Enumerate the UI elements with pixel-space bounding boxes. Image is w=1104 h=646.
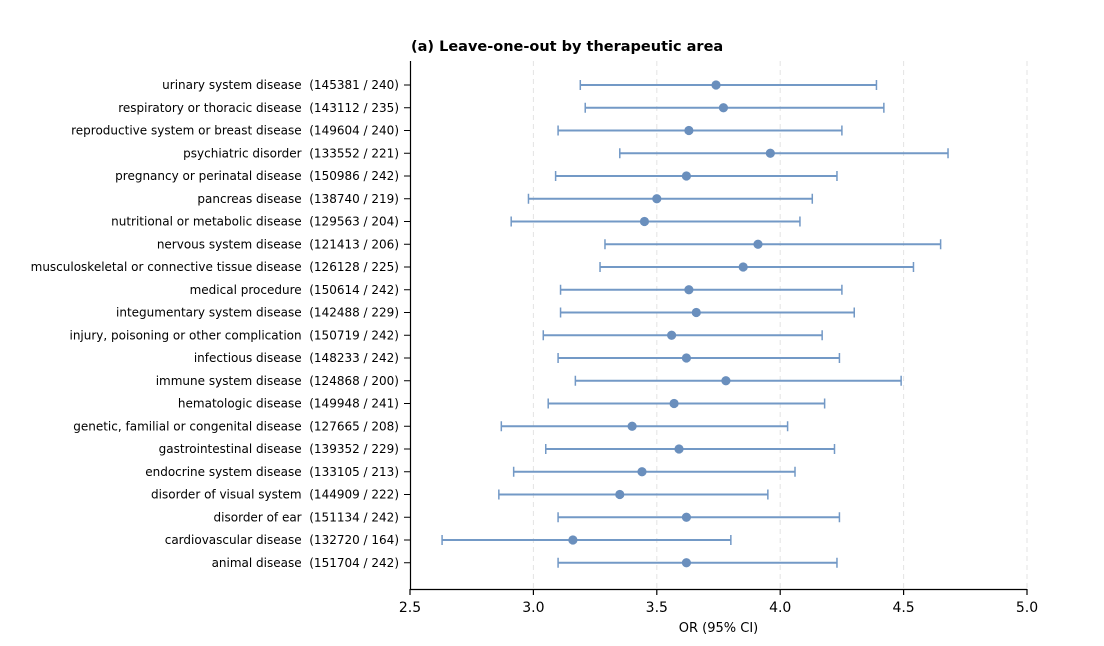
points bbox=[568, 80, 775, 568]
x-ticks: 2.5 3.0 3.5 4.0 4.5 5.0 bbox=[399, 589, 1038, 616]
x-axis-title: OR (95% CI) bbox=[679, 621, 758, 636]
category-label: disorder of ear (151134 / 242) bbox=[214, 510, 399, 524]
category-labels: urinary system disease (145381 / 240) res… bbox=[31, 78, 410, 570]
or-point bbox=[691, 307, 701, 318]
or-point bbox=[684, 285, 694, 295]
category-label: hematologic disease (149948 / 241) bbox=[178, 397, 399, 411]
or-point bbox=[681, 353, 692, 363]
or-point bbox=[681, 558, 692, 568]
category-label: integumentary system disease (142488 / 2… bbox=[116, 306, 399, 320]
category-label: medical procedure (150614 / 242) bbox=[190, 283, 399, 297]
or-point bbox=[669, 398, 679, 409]
category-label: pancreas disease (138740 / 219) bbox=[197, 192, 399, 206]
or-point bbox=[711, 80, 721, 90]
or-point bbox=[681, 512, 692, 522]
grid-lines bbox=[532, 61, 1028, 589]
or-point bbox=[639, 216, 650, 227]
category-label: nervous system disease (121413 / 206) bbox=[157, 237, 399, 251]
category-label: pregnancy or perinatal disease (150986 /… bbox=[115, 169, 399, 183]
or-point bbox=[721, 376, 731, 386]
category-label: urinary system disease (145381 / 240) bbox=[162, 78, 399, 92]
x-tick-label: 4.5 bbox=[892, 600, 914, 616]
category-label: immune system disease (124868 / 200) bbox=[156, 374, 399, 388]
category-label: respiratory or thoracic disease (143112 … bbox=[118, 101, 399, 115]
or-point bbox=[652, 194, 662, 204]
or-point bbox=[684, 125, 694, 136]
x-tick-label: 3.5 bbox=[646, 600, 668, 616]
category-label: nutritional or metabolic disease (129563… bbox=[111, 215, 399, 229]
or-point bbox=[718, 103, 729, 113]
category-label: cardiovascular disease (132720 / 164) bbox=[165, 533, 399, 547]
x-tick-label: 2.5 bbox=[399, 600, 421, 616]
x-tick-label: 4.0 bbox=[769, 600, 791, 616]
or-point bbox=[674, 444, 684, 454]
category-label: injury, poisoning or other complication … bbox=[69, 328, 399, 342]
category-label: infectious disease (148233 / 242) bbox=[194, 351, 399, 365]
errorbars bbox=[441, 80, 949, 568]
or-point bbox=[615, 489, 625, 500]
category-label: disorder of visual system (144909 / 222) bbox=[151, 488, 399, 502]
or-point bbox=[765, 148, 775, 158]
or-point bbox=[627, 421, 637, 431]
category-label: psychiatric disorder (133552 / 221) bbox=[183, 146, 399, 160]
or-point bbox=[568, 535, 578, 545]
or-point bbox=[738, 262, 748, 272]
x-tick-label: 3.0 bbox=[522, 600, 544, 616]
x-tick-label: 5.0 bbox=[1016, 600, 1038, 616]
category-label: endocrine system disease (133105 / 213) bbox=[145, 465, 399, 479]
category-label: animal disease (151704 / 242) bbox=[212, 556, 399, 570]
category-label: reproductive system or breast disease (1… bbox=[71, 124, 399, 138]
or-point bbox=[637, 467, 647, 477]
category-label: genetic, familial or congenital disease … bbox=[73, 419, 399, 433]
or-point bbox=[681, 171, 692, 181]
chart-title: (a) Leave-one-out by therapeutic area bbox=[411, 39, 723, 55]
category-label: musculoskeletal or connective tissue dis… bbox=[31, 260, 399, 274]
or-point bbox=[753, 239, 763, 249]
or-point bbox=[667, 330, 677, 340]
category-label: gastrointestinal disease (139352 / 229) bbox=[159, 442, 399, 456]
